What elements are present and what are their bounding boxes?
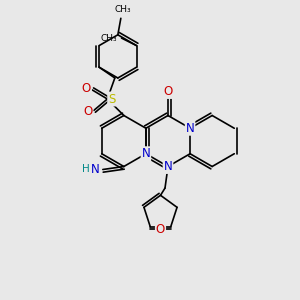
Text: O: O [82,82,91,95]
Text: O: O [164,85,172,98]
Text: H: H [82,164,90,174]
Text: N: N [142,147,150,160]
Text: O: O [156,223,165,236]
Text: CH₃: CH₃ [100,34,117,43]
Text: O: O [83,105,92,119]
Text: N: N [91,163,100,176]
Text: CH₃: CH₃ [114,5,130,14]
Text: N: N [164,160,172,173]
Text: S: S [108,92,116,106]
Text: N: N [186,122,194,135]
